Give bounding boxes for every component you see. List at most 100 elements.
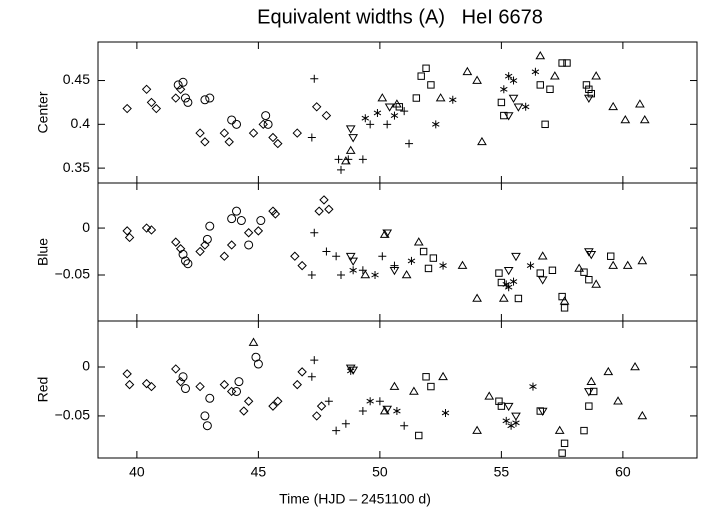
data-point: [373, 108, 382, 117]
data-point: [273, 138, 283, 149]
data-point: [503, 267, 514, 276]
data-point: [586, 251, 597, 260]
data-point: [635, 99, 645, 108]
data-point: [258, 119, 268, 130]
data-point: [200, 411, 210, 421]
series-group: [122, 195, 648, 312]
data-point: [508, 94, 519, 104]
data-point: [472, 425, 482, 434]
x-axis-label: Time (HJD – 2451100 d): [279, 491, 431, 507]
data-point: [509, 277, 518, 286]
data-point: [472, 293, 482, 302]
data-point: [560, 439, 569, 448]
data-point: [141, 84, 152, 94]
data-point: [497, 402, 506, 410]
data-point: [560, 304, 569, 312]
data-point: [502, 416, 510, 425]
data-point: [407, 256, 416, 265]
data-point: [422, 64, 430, 72]
data-point: [175, 244, 186, 254]
data-point: [607, 252, 615, 260]
data-point: [180, 256, 190, 266]
y-tick-label: 0: [82, 358, 90, 374]
data-point: [171, 237, 181, 247]
data-point: [268, 132, 278, 143]
data-point: [171, 93, 181, 103]
x-tick-label: 40: [129, 464, 145, 480]
data-point: [637, 255, 648, 265]
data-point: [429, 254, 438, 262]
data-point: [591, 71, 602, 80]
data-point: [546, 85, 554, 93]
data-point: [507, 421, 515, 430]
data-point: [622, 260, 633, 269]
data-point: [219, 379, 230, 390]
data-point: [495, 269, 503, 277]
y-tick-label: −0.05: [55, 266, 91, 282]
data-point: [319, 195, 329, 205]
data-point: [498, 293, 509, 302]
data-point: [332, 252, 341, 261]
data-point: [345, 252, 356, 262]
data-point: [513, 103, 524, 112]
data-point: [574, 263, 585, 272]
data-point: [226, 386, 237, 397]
data-point: [531, 67, 540, 76]
data-point: [310, 228, 319, 237]
data-point: [261, 111, 271, 121]
data-point: [438, 371, 448, 381]
data-point: [432, 120, 440, 129]
data-point: [151, 103, 162, 114]
data-point: [549, 71, 560, 80]
data-point: [630, 362, 640, 371]
data-point: [345, 364, 356, 373]
data-point: [334, 155, 343, 164]
data-point: [358, 155, 367, 164]
data-point: [340, 156, 351, 165]
data-point: [395, 103, 404, 111]
data-point: [583, 94, 594, 104]
data-point: [393, 407, 401, 416]
data-point: [472, 75, 482, 84]
data-point: [389, 267, 400, 276]
data-point: [366, 397, 374, 406]
data-point: [554, 425, 565, 434]
data-point: [620, 114, 631, 124]
data-point: [449, 95, 457, 104]
data-point: [337, 165, 346, 174]
data-point: [324, 397, 333, 406]
data-point: [310, 356, 319, 365]
data-point: [307, 271, 316, 279]
data-point: [195, 128, 205, 138]
data-point: [548, 266, 557, 275]
data-point: [389, 381, 400, 390]
data-point: [405, 139, 414, 148]
data-point: [348, 257, 359, 266]
data-point: [511, 252, 521, 262]
data-point: [422, 373, 430, 381]
data-point: [585, 85, 593, 93]
x-tick-label: 60: [615, 464, 631, 480]
data-point: [273, 396, 283, 406]
data-point: [390, 261, 399, 270]
data-point: [585, 402, 593, 410]
data-point: [332, 426, 341, 435]
data-point: [541, 120, 549, 129]
data-point: [500, 111, 508, 120]
data-point: [180, 384, 190, 394]
data-point: [236, 216, 246, 226]
data-point: [384, 103, 395, 112]
data-point: [382, 405, 393, 415]
data-point: [314, 206, 324, 216]
data-point: [311, 102, 322, 112]
data-point: [232, 206, 242, 216]
data-point: [484, 391, 495, 400]
data-point: [382, 229, 393, 238]
data-point: [195, 381, 205, 392]
data-point: [637, 410, 648, 420]
data-point: [316, 401, 327, 411]
y-axis-label: Red: [35, 377, 51, 403]
data-point: [500, 85, 508, 94]
x-tick-label: 50: [372, 464, 388, 480]
